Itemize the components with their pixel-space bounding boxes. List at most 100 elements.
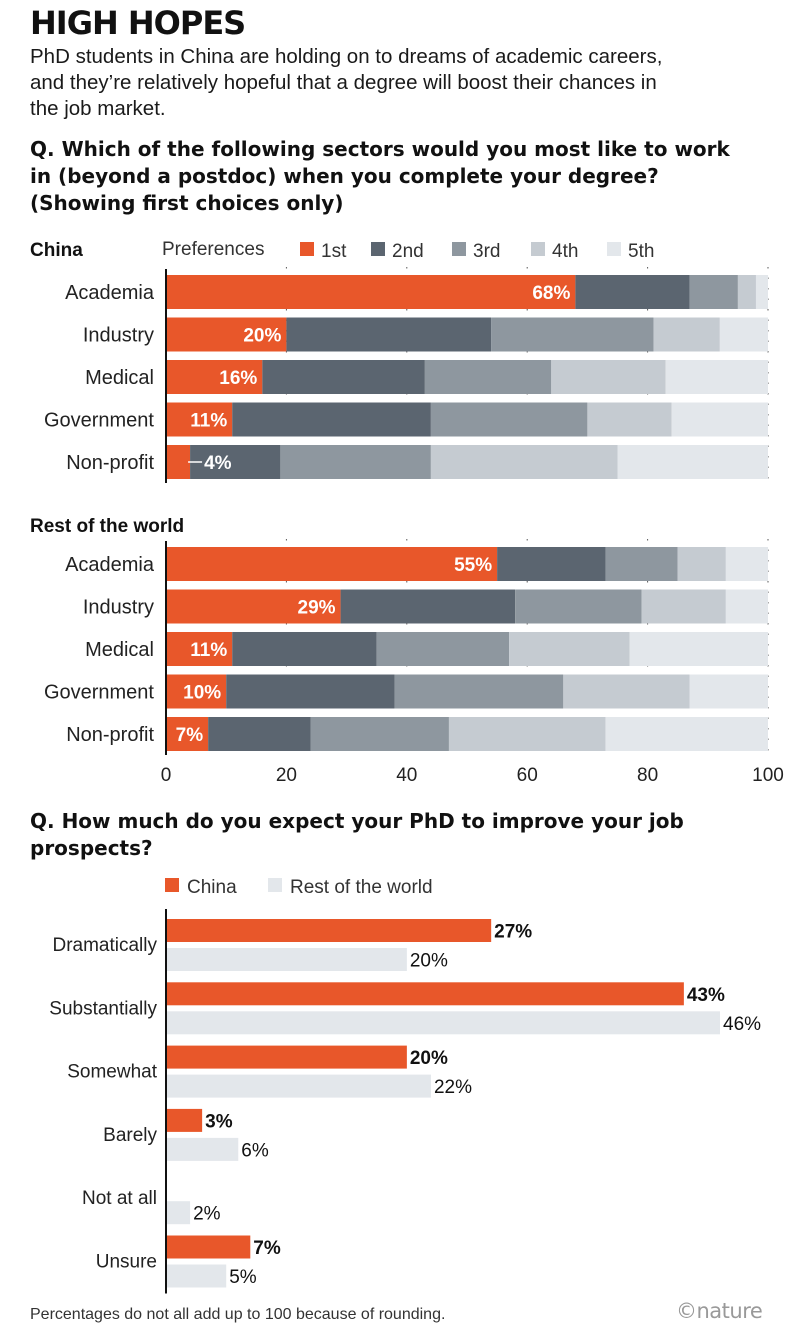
- value-label-rest-of-the-world-somewhat: 22%: [434, 1077, 472, 1098]
- value-label-rest-of-the-world-not-at-all: 2%: [193, 1204, 221, 1225]
- value-label-china-dramatically: 27%: [494, 922, 532, 943]
- bar-china-academia-1st: [166, 275, 576, 309]
- legend-label-3rd: 3rd: [473, 241, 500, 262]
- legend-label-1st: 1st: [321, 241, 347, 262]
- bar-china-academia-3rd: [689, 275, 738, 309]
- value-label-china-non-profit: 4%: [204, 453, 232, 474]
- bar-china-non-profit-4th: [430, 445, 618, 479]
- x-tick-label-40: 40: [396, 765, 417, 786]
- bar-china-non-profit-5th: [617, 445, 768, 479]
- chart-title: HIGH HOPES: [30, 4, 246, 42]
- value-label-rest-of-the-world-academia: 55%: [454, 555, 492, 576]
- legend-swatch-rest-of-the-world: [268, 878, 282, 892]
- legend-swatch-2nd: [371, 242, 385, 256]
- category-label-industry: Industry: [83, 597, 154, 619]
- legend-label-5th: 5th: [628, 241, 654, 262]
- bar-rest-of-the-world-academia-4th: [677, 547, 726, 581]
- bar-rest-of-the-world-industry-4th: [641, 589, 726, 624]
- value-label-china-government: 11%: [190, 411, 227, 432]
- value-label-rest-of-the-world-industry: 29%: [298, 598, 336, 619]
- bar-rest-of-the-world-non-profit-3rd: [310, 717, 449, 751]
- bar-china-dramatically: [166, 919, 492, 942]
- bar-china-government-1st: [166, 402, 233, 437]
- category-label-medical: Medical: [85, 367, 154, 389]
- value-label-rest-of-the-world-substantially: 46%: [723, 1014, 761, 1035]
- bar-rest-of-the-world-industry-3rd: [515, 589, 642, 624]
- bar-rest-of-the-world-academia-1st: [166, 547, 498, 581]
- bar-china-non-profit-3rd: [280, 445, 431, 479]
- bar-rest-of-the-world-industry-5th: [725, 589, 768, 624]
- bar-rest-of-the-world-dramatically: [166, 948, 407, 971]
- category-label-non-profit: Non-profit: [66, 724, 154, 746]
- bar-rest-of-the-world-not-at-all: [166, 1201, 191, 1225]
- bar-china-medical-5th: [665, 360, 768, 394]
- category-label-unsure: Unsure: [96, 1252, 157, 1273]
- x-tick-label-0: 0: [161, 765, 172, 786]
- bar-rest-of-the-world-government-1st: [166, 674, 227, 709]
- category-label-dramatically: Dramatically: [52, 935, 157, 956]
- bar-rest-of-the-world-industry-2nd: [340, 589, 516, 624]
- bar-china-government-2nd: [232, 402, 431, 437]
- bar-rest-of-the-world-government-2nd: [226, 674, 395, 709]
- bar-china-industry-3rd: [491, 317, 654, 352]
- bar-rest-of-the-world-medical-1st: [166, 632, 233, 666]
- bar-china-academia-5th: [755, 275, 768, 309]
- job-prospects-chart: China Rest of the world Dramatically 27% 20%…: [49, 877, 761, 1294]
- bar-rest-of-the-world-academia-5th: [725, 547, 768, 581]
- bar-china-barely: [166, 1108, 203, 1132]
- x-tick-label-100: 100: [752, 765, 784, 786]
- x-tick-label-20: 20: [276, 765, 297, 786]
- category-label-substantially: Substantially: [49, 998, 157, 1019]
- bar-china-medical-3rd: [424, 360, 552, 394]
- bar-rest-of-the-world-government-4th: [563, 674, 690, 709]
- category-label-government: Government: [44, 682, 154, 704]
- bar-rest-of-the-world-non-profit-2nd: [208, 717, 311, 751]
- chart-subtitle: PhD students in China are holding on to …: [30, 45, 663, 120]
- legend-label-4th: 4th: [552, 241, 578, 262]
- bar-china-industry-5th: [719, 317, 768, 352]
- bar-rest-of-the-world-academia-2nd: [497, 547, 606, 581]
- category-label-barely: Barely: [103, 1125, 157, 1146]
- bar-china-medical-4th: [551, 360, 666, 394]
- bar-rest-of-the-world-non-profit-4th: [448, 717, 606, 751]
- x-tick-label-60: 60: [517, 765, 538, 786]
- category-label-industry: Industry: [83, 325, 154, 347]
- bar-china-unsure: [166, 1235, 251, 1259]
- category-label-government: Government: [44, 410, 154, 432]
- value-label-china-somewhat: 20%: [410, 1048, 448, 1069]
- category-label-non-profit: Non-profit: [66, 452, 154, 474]
- bar-rest-of-the-world-barely: [166, 1137, 239, 1161]
- bar-china-industry-4th: [653, 317, 720, 352]
- bar-china-non-profit-1st: [166, 445, 191, 479]
- bar-rest-of-the-world-industry-1st: [166, 589, 341, 624]
- bar-rest-of-the-world-non-profit-1st: [166, 717, 209, 751]
- footnote: Percentages do not all add up to 100 bec…: [30, 1306, 446, 1323]
- legend-swatch-3rd: [452, 242, 466, 256]
- bar-china-medical-1st: [166, 360, 263, 394]
- question-sectors: Q. Which of the following sectors would …: [30, 137, 730, 215]
- value-label-china-unsure: 7%: [253, 1238, 281, 1259]
- bar-rest-of-the-world-unsure: [166, 1264, 227, 1288]
- value-label-rest-of-the-world-unsure: 5%: [229, 1267, 257, 1288]
- category-label-not-at-all: Not at all: [82, 1188, 157, 1209]
- bar-china-industry-2nd: [286, 317, 492, 352]
- bar-china-academia-2nd: [575, 275, 690, 309]
- category-label-medical: Medical: [85, 639, 154, 661]
- bar-rest-of-the-world-government-5th: [689, 674, 768, 709]
- legend-label-2nd: 2nd: [392, 241, 424, 262]
- bar-rest-of-the-world-medical-3rd: [376, 632, 510, 666]
- legend-swatch-4th: [531, 242, 545, 256]
- bar-china-medical-2nd: [262, 360, 425, 394]
- category-label-academia: Academia: [65, 282, 155, 304]
- value-label-rest-of-the-world-medical: 11%: [190, 640, 227, 661]
- value-label-china-substantially: 43%: [687, 985, 725, 1006]
- bar-rest-of-the-world-somewhat: [166, 1074, 431, 1098]
- panel-label-rest-of-the-world: Rest of the world: [30, 516, 184, 537]
- bar-china-somewhat: [166, 1045, 407, 1069]
- nature-credit: ©nature: [676, 1299, 763, 1323]
- bar-rest-of-the-world-medical-2nd: [232, 632, 377, 666]
- bar-china-government-3rd: [430, 402, 588, 437]
- value-label-rest-of-the-world-barely: 6%: [241, 1140, 269, 1161]
- value-label-china-academia: 68%: [532, 283, 570, 304]
- value-label-rest-of-the-world-dramatically: 20%: [410, 951, 448, 972]
